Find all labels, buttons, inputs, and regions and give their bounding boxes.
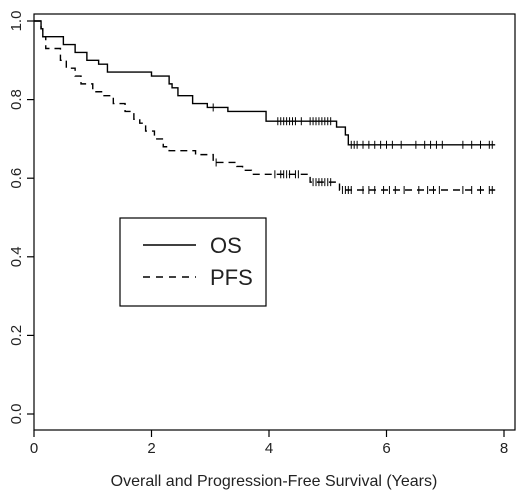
x-tick-label: 4 — [265, 440, 273, 457]
series-os — [34, 20, 496, 149]
series-pfs — [34, 20, 496, 194]
legend: OS PFS — [119, 217, 267, 307]
y-tick-label: 0.6 — [8, 168, 25, 189]
x-axis-label: Overall and Progression-Free Survival (Y… — [111, 473, 438, 490]
y-tick-label: 0.0 — [8, 404, 25, 425]
series-layer — [34, 20, 496, 194]
y-tick-label: 0.2 — [8, 325, 25, 346]
series-line-os — [34, 20, 496, 146]
y-tick-label: 0.4 — [8, 246, 25, 267]
x-tick-label: 8 — [500, 440, 508, 457]
series-line-pfs — [34, 20, 496, 191]
y-tick-label: 0.8 — [8, 89, 25, 110]
plot-frame — [33, 13, 516, 431]
legend-pfs-label: PFS — [210, 265, 253, 290]
x-tick-label: 2 — [147, 440, 155, 457]
y-tick-label: 1.0 — [8, 11, 25, 32]
legend-os-label: OS — [210, 233, 242, 258]
x-tick-label: 6 — [382, 440, 390, 457]
axis-layer: 0 2 4 6 8 0.0 0.2 0.4 0.6 0.8 1.0 — [8, 11, 508, 457]
x-tick-label: 0 — [30, 440, 38, 457]
legend-box — [119, 217, 267, 307]
